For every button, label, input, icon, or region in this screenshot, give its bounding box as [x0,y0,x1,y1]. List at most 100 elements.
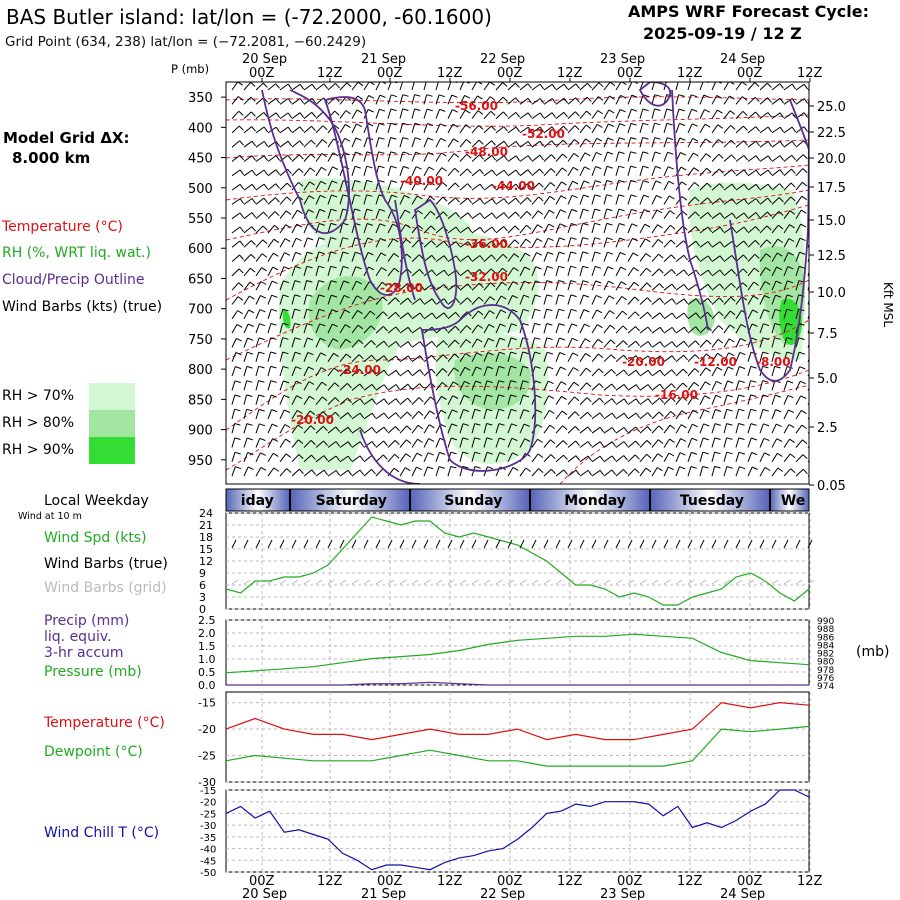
wind-barb-shaft [699,138,706,148]
wind-barb-shaft [291,380,297,391]
wind-barb-flag [645,467,652,473]
cloud-outline-1 [324,96,403,296]
wind-barb-shaft [435,284,445,291]
wind-barb-flag [647,326,652,333]
wind-barb-flag [419,298,425,304]
wind-barb-shaft [231,82,239,91]
wind-barb-flag [726,437,733,440]
wind-barb-shaft [795,126,805,134]
wind-barb-flag [598,383,604,389]
wind-barb-shaft [495,394,500,405]
wind-barb-flag [285,224,291,229]
wind-barb-shaft [711,197,721,205]
wind-barb-flag [811,252,817,254]
wind-barb-flag [345,338,351,344]
wind-barb-shaft [375,223,381,234]
wind-barb-shaft [531,351,536,362]
wind-barb-flag [527,141,533,147]
wind-barb-shaft [231,466,236,477]
wind-barb-flag [451,409,458,413]
wind-barb-flag [405,453,411,458]
windchill-ytick-label: -35 [200,833,216,844]
wind-barb-shaft [783,83,793,91]
wind-barb-shaft [531,337,536,348]
wind-barb-flag [671,327,677,333]
wind-barb-shaft [315,237,320,248]
wind-barb-shaft [495,226,504,234]
wind-barb-shaft [459,269,469,277]
wind-barb-shaft [423,225,432,234]
wind-barb-flag [765,267,771,272]
weekday-cell [290,489,410,511]
wind-barb-flag [659,369,665,376]
wind-barb-shaft [447,138,454,148]
wind-barb-flag [695,340,700,346]
wind-barb-flag [527,98,532,104]
wind-barb-flag [539,140,544,147]
wind-barb-shaft [483,240,493,248]
wind-barb-shaft [363,194,368,205]
wind-barb-shaft [615,166,620,176]
wind-barb-shaft [411,166,417,177]
wind-barb-flag [595,180,602,183]
wind-barb-shaft [279,83,289,91]
wind-barb-shaft [591,324,598,334]
wind-barb-shaft [495,198,505,205]
wind-barb-flag [270,365,277,369]
wind-barb-shaft [675,438,682,448]
pressure-tick-label: 600 [188,242,213,257]
wind-barb-shaft [327,426,337,434]
wind-barb-shaft [375,151,380,162]
wind-barb-flag [404,209,411,214]
wind-barb-grid [435,579,443,585]
wind-barb-flag [584,323,591,328]
wind-barb-shaft [387,355,397,363]
wind-barb-flag [678,94,685,97]
wind-barb-flag [370,340,376,346]
wind-barb-shaft [711,153,720,162]
wind-barb-flag [419,269,424,275]
wind-barb-flag [535,266,542,270]
wind-barb-flag [524,252,531,257]
wind-barb-shaft [231,110,240,119]
wind-barb-flag [330,237,337,240]
wind-barb-shaft [315,181,322,191]
wind-barb-true [351,539,357,549]
wind-barb-flag [394,440,400,446]
wind-barb-shaft [783,252,789,262]
wind-barb-flag [465,339,472,344]
wind-barb-shaft [759,467,766,477]
wind-barb-flag [583,180,590,184]
wind-barb-flag [659,355,665,362]
wind-barb-flag [239,169,245,175]
wind-barb-flag [551,84,557,90]
wind-barb-shaft [747,140,757,148]
wind-barb-flag [753,267,760,273]
wind-barb-flag [743,254,748,260]
wind-barb-flag [791,126,797,133]
wind-barb-shaft [519,169,529,177]
wind-barb-shaft [615,354,624,363]
wind-barb-shaft [795,83,805,91]
wind-barb-shaft [507,337,512,348]
top-time-label: 12Z [437,66,463,81]
wind-barb-shaft [375,209,380,219]
wind-barb-flag [575,455,580,461]
wind-barb-shaft [483,226,493,234]
wind-barb-shaft [639,238,646,248]
wind-barb-shaft [591,180,596,191]
wind-barb-flag [234,380,241,384]
wind-barb-true [243,539,249,549]
bottom-time-label: 00Z [377,874,403,889]
kft-tick-label: 20.0 [817,152,846,167]
wind-barb-flag [716,380,722,385]
wind-barb-flag [643,194,650,198]
wind-barb-shaft [531,154,541,162]
wind-barb-shaft [507,225,516,234]
wind-barb-shaft [531,266,537,277]
wind-barb-flag [703,423,710,427]
wind-barb-flag [669,195,675,200]
wind-barb-shaft [447,167,455,177]
wind-barb-flag [631,108,638,112]
wind-barb-flag [695,255,701,261]
